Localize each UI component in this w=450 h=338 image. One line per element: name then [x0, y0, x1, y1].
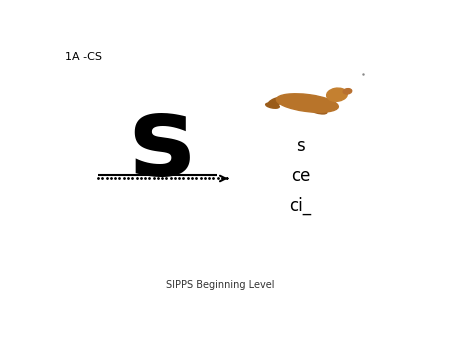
Ellipse shape — [309, 107, 327, 114]
Text: s: s — [128, 91, 194, 198]
Ellipse shape — [327, 88, 347, 101]
Text: ci_: ci_ — [289, 197, 311, 215]
Ellipse shape — [268, 97, 284, 106]
Text: s: s — [296, 137, 305, 155]
Text: SIPPS Beginning Level: SIPPS Beginning Level — [166, 281, 274, 290]
Ellipse shape — [266, 103, 279, 108]
Text: ce: ce — [291, 167, 310, 185]
Ellipse shape — [343, 89, 352, 94]
Text: 1A -CS: 1A -CS — [65, 52, 102, 62]
Ellipse shape — [276, 94, 338, 112]
